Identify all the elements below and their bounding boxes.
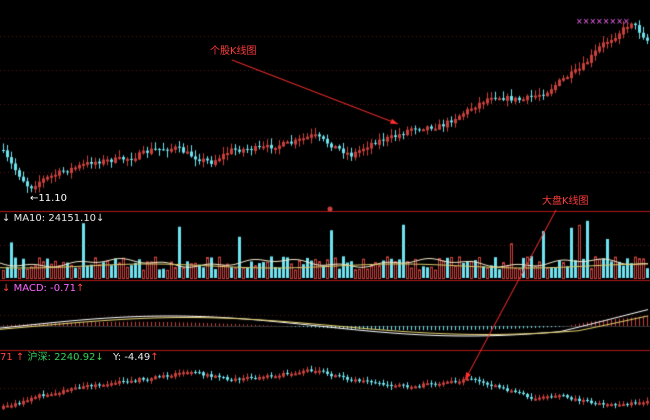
ma10-value: 24151.10 xyxy=(48,213,97,224)
down-arrow-icon: ↓ xyxy=(2,213,11,224)
index-left-value: 71 xyxy=(0,352,13,363)
up-arrow-icon: ↑ xyxy=(15,352,25,363)
index-name: 沪深: xyxy=(27,352,51,363)
volume-ma10-label: ↓ MA10: 24151.10↓ xyxy=(2,213,104,225)
index-kline-annotation: 大盘K线图 xyxy=(542,196,589,207)
left-arrow-icon: ← xyxy=(30,193,39,204)
ma10-prefix: MA10: xyxy=(13,213,46,224)
up-arrow-icon: ↑ xyxy=(150,352,159,363)
low-price-marker: ←11.10 xyxy=(30,193,67,205)
index-y-label: Y: -4.49 xyxy=(113,352,151,363)
macd-value: MACD: -0.71 xyxy=(13,283,76,294)
stock-kline-annotation: 个股K线图 xyxy=(210,46,257,57)
index-header: 71 ↑ 沪深: 2240.92↓ Y: -4.49↑ xyxy=(0,352,159,364)
index-value: 2240.92 xyxy=(54,352,96,363)
low-price-label: 11.10 xyxy=(38,193,68,204)
down-arrow-icon: ↓ xyxy=(95,352,104,363)
down-arrow-icon: ↓ xyxy=(96,213,105,224)
up-arrow-icon: ↑ xyxy=(75,283,85,294)
macd-label: ↓ MACD: -0.71↑ xyxy=(2,283,84,295)
down-arrow-icon: ↓ xyxy=(2,283,11,294)
